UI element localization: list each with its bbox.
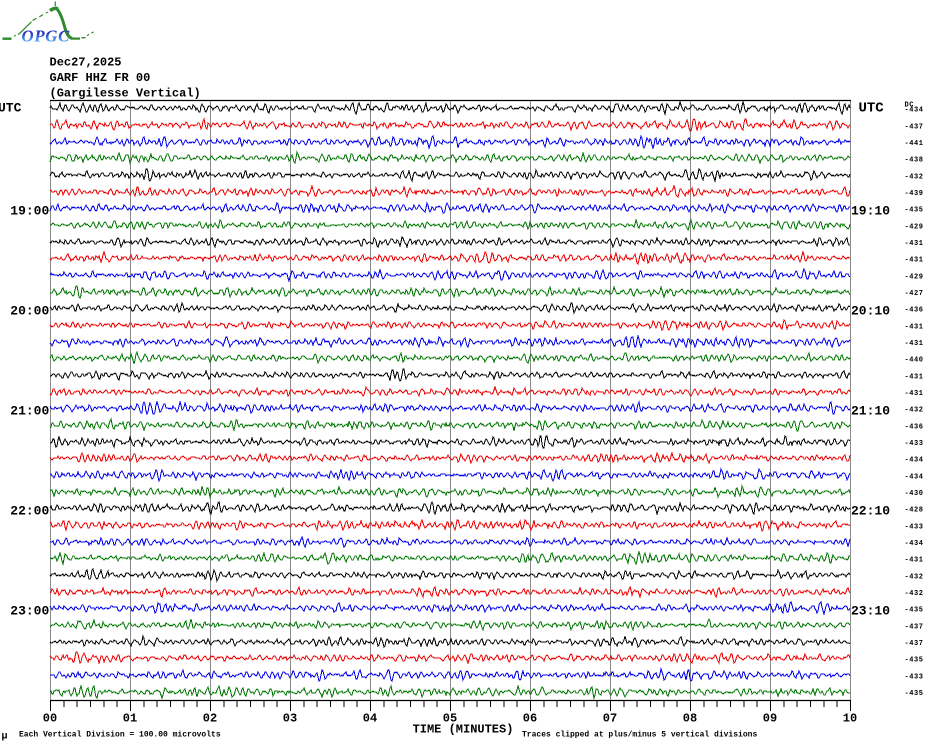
svg-text:-434: -434 <box>905 540 924 548</box>
svg-text:Dec27,2025: Dec27,2025 <box>50 56 122 70</box>
svg-text:-431: -431 <box>905 557 924 565</box>
svg-text:07: 07 <box>603 711 617 725</box>
svg-text:μ: μ <box>2 732 8 743</box>
svg-text:-435: -435 <box>905 607 924 615</box>
svg-text:-429: -429 <box>905 223 924 231</box>
svg-text:19:00: 19:00 <box>10 203 49 218</box>
svg-text:(Gargilesse Vertical): (Gargilesse Vertical) <box>50 87 201 101</box>
svg-text:DC: DC <box>905 101 915 109</box>
svg-text:-432: -432 <box>905 173 924 181</box>
svg-text:21:00: 21:00 <box>10 403 49 418</box>
svg-text:-427: -427 <box>905 290 924 298</box>
svg-text:-431: -431 <box>905 240 924 248</box>
svg-text:20:00: 20:00 <box>10 303 49 318</box>
svg-text:Traces clipped at plus/minus 5: Traces clipped at plus/minus 5 vertical … <box>522 731 757 740</box>
svg-text:OPGC: OPGC <box>22 26 71 45</box>
svg-text:Each Vertical Division = 100.: Each Vertical Division = 100.00 microvol… <box>19 731 221 740</box>
svg-text:-435: -435 <box>905 690 924 698</box>
svg-text:-436: -436 <box>905 423 924 431</box>
svg-text:22:10: 22:10 <box>851 503 890 518</box>
svg-text:04: 04 <box>363 711 377 725</box>
svg-text:02: 02 <box>203 711 217 725</box>
svg-text:-428: -428 <box>905 507 924 515</box>
svg-text:-440: -440 <box>905 357 924 365</box>
svg-text:23:10: 23:10 <box>851 603 890 618</box>
svg-text:00: 00 <box>43 711 57 725</box>
svg-text:01: 01 <box>123 711 137 725</box>
svg-text:-437: -437 <box>905 623 924 631</box>
svg-text:08: 08 <box>683 711 697 725</box>
svg-text:03: 03 <box>283 711 297 725</box>
svg-text:22:00: 22:00 <box>10 503 49 518</box>
svg-text:-433: -433 <box>905 673 924 681</box>
svg-text:05: 05 <box>443 711 457 725</box>
svg-text:-435: -435 <box>905 657 924 665</box>
svg-text:-430: -430 <box>905 490 924 498</box>
svg-text:-434: -434 <box>905 457 924 465</box>
svg-text:-438: -438 <box>905 157 924 165</box>
svg-text:06: 06 <box>523 711 537 725</box>
svg-text:-435: -435 <box>905 207 924 215</box>
svg-text:TIME (MINUTES): TIME (MINUTES) <box>413 723 514 737</box>
svg-text:-431: -431 <box>905 257 924 265</box>
svg-text:-437: -437 <box>905 640 924 648</box>
svg-text:20:10: 20:10 <box>851 303 890 318</box>
svg-text:-436: -436 <box>905 307 924 315</box>
svg-text:-434: -434 <box>905 107 924 115</box>
svg-text:10: 10 <box>843 711 857 725</box>
svg-text:-441: -441 <box>905 140 924 148</box>
svg-text:-431: -431 <box>905 340 924 348</box>
svg-text:-429: -429 <box>905 273 924 281</box>
svg-text:UTC: UTC <box>859 101 885 117</box>
svg-text:-433: -433 <box>905 523 924 531</box>
svg-text:-432: -432 <box>905 407 924 415</box>
svg-text:-439: -439 <box>905 190 924 198</box>
svg-text:-432: -432 <box>905 573 924 581</box>
svg-text:09: 09 <box>763 711 777 725</box>
svg-text:-431: -431 <box>905 323 924 331</box>
svg-text:-434: -434 <box>905 473 924 481</box>
svg-text:19:10: 19:10 <box>851 203 890 218</box>
svg-text:-431: -431 <box>905 373 924 381</box>
svg-text:-437: -437 <box>905 123 924 131</box>
svg-text:UTC: UTC <box>0 101 22 116</box>
svg-text:-431: -431 <box>905 390 924 398</box>
svg-text:21:10: 21:10 <box>851 403 890 418</box>
svg-text:-432: -432 <box>905 590 924 598</box>
svg-text:23:00: 23:00 <box>10 603 49 618</box>
svg-text:GARF HHZ FR 00: GARF HHZ FR 00 <box>50 71 151 85</box>
svg-text:-433: -433 <box>905 440 924 448</box>
